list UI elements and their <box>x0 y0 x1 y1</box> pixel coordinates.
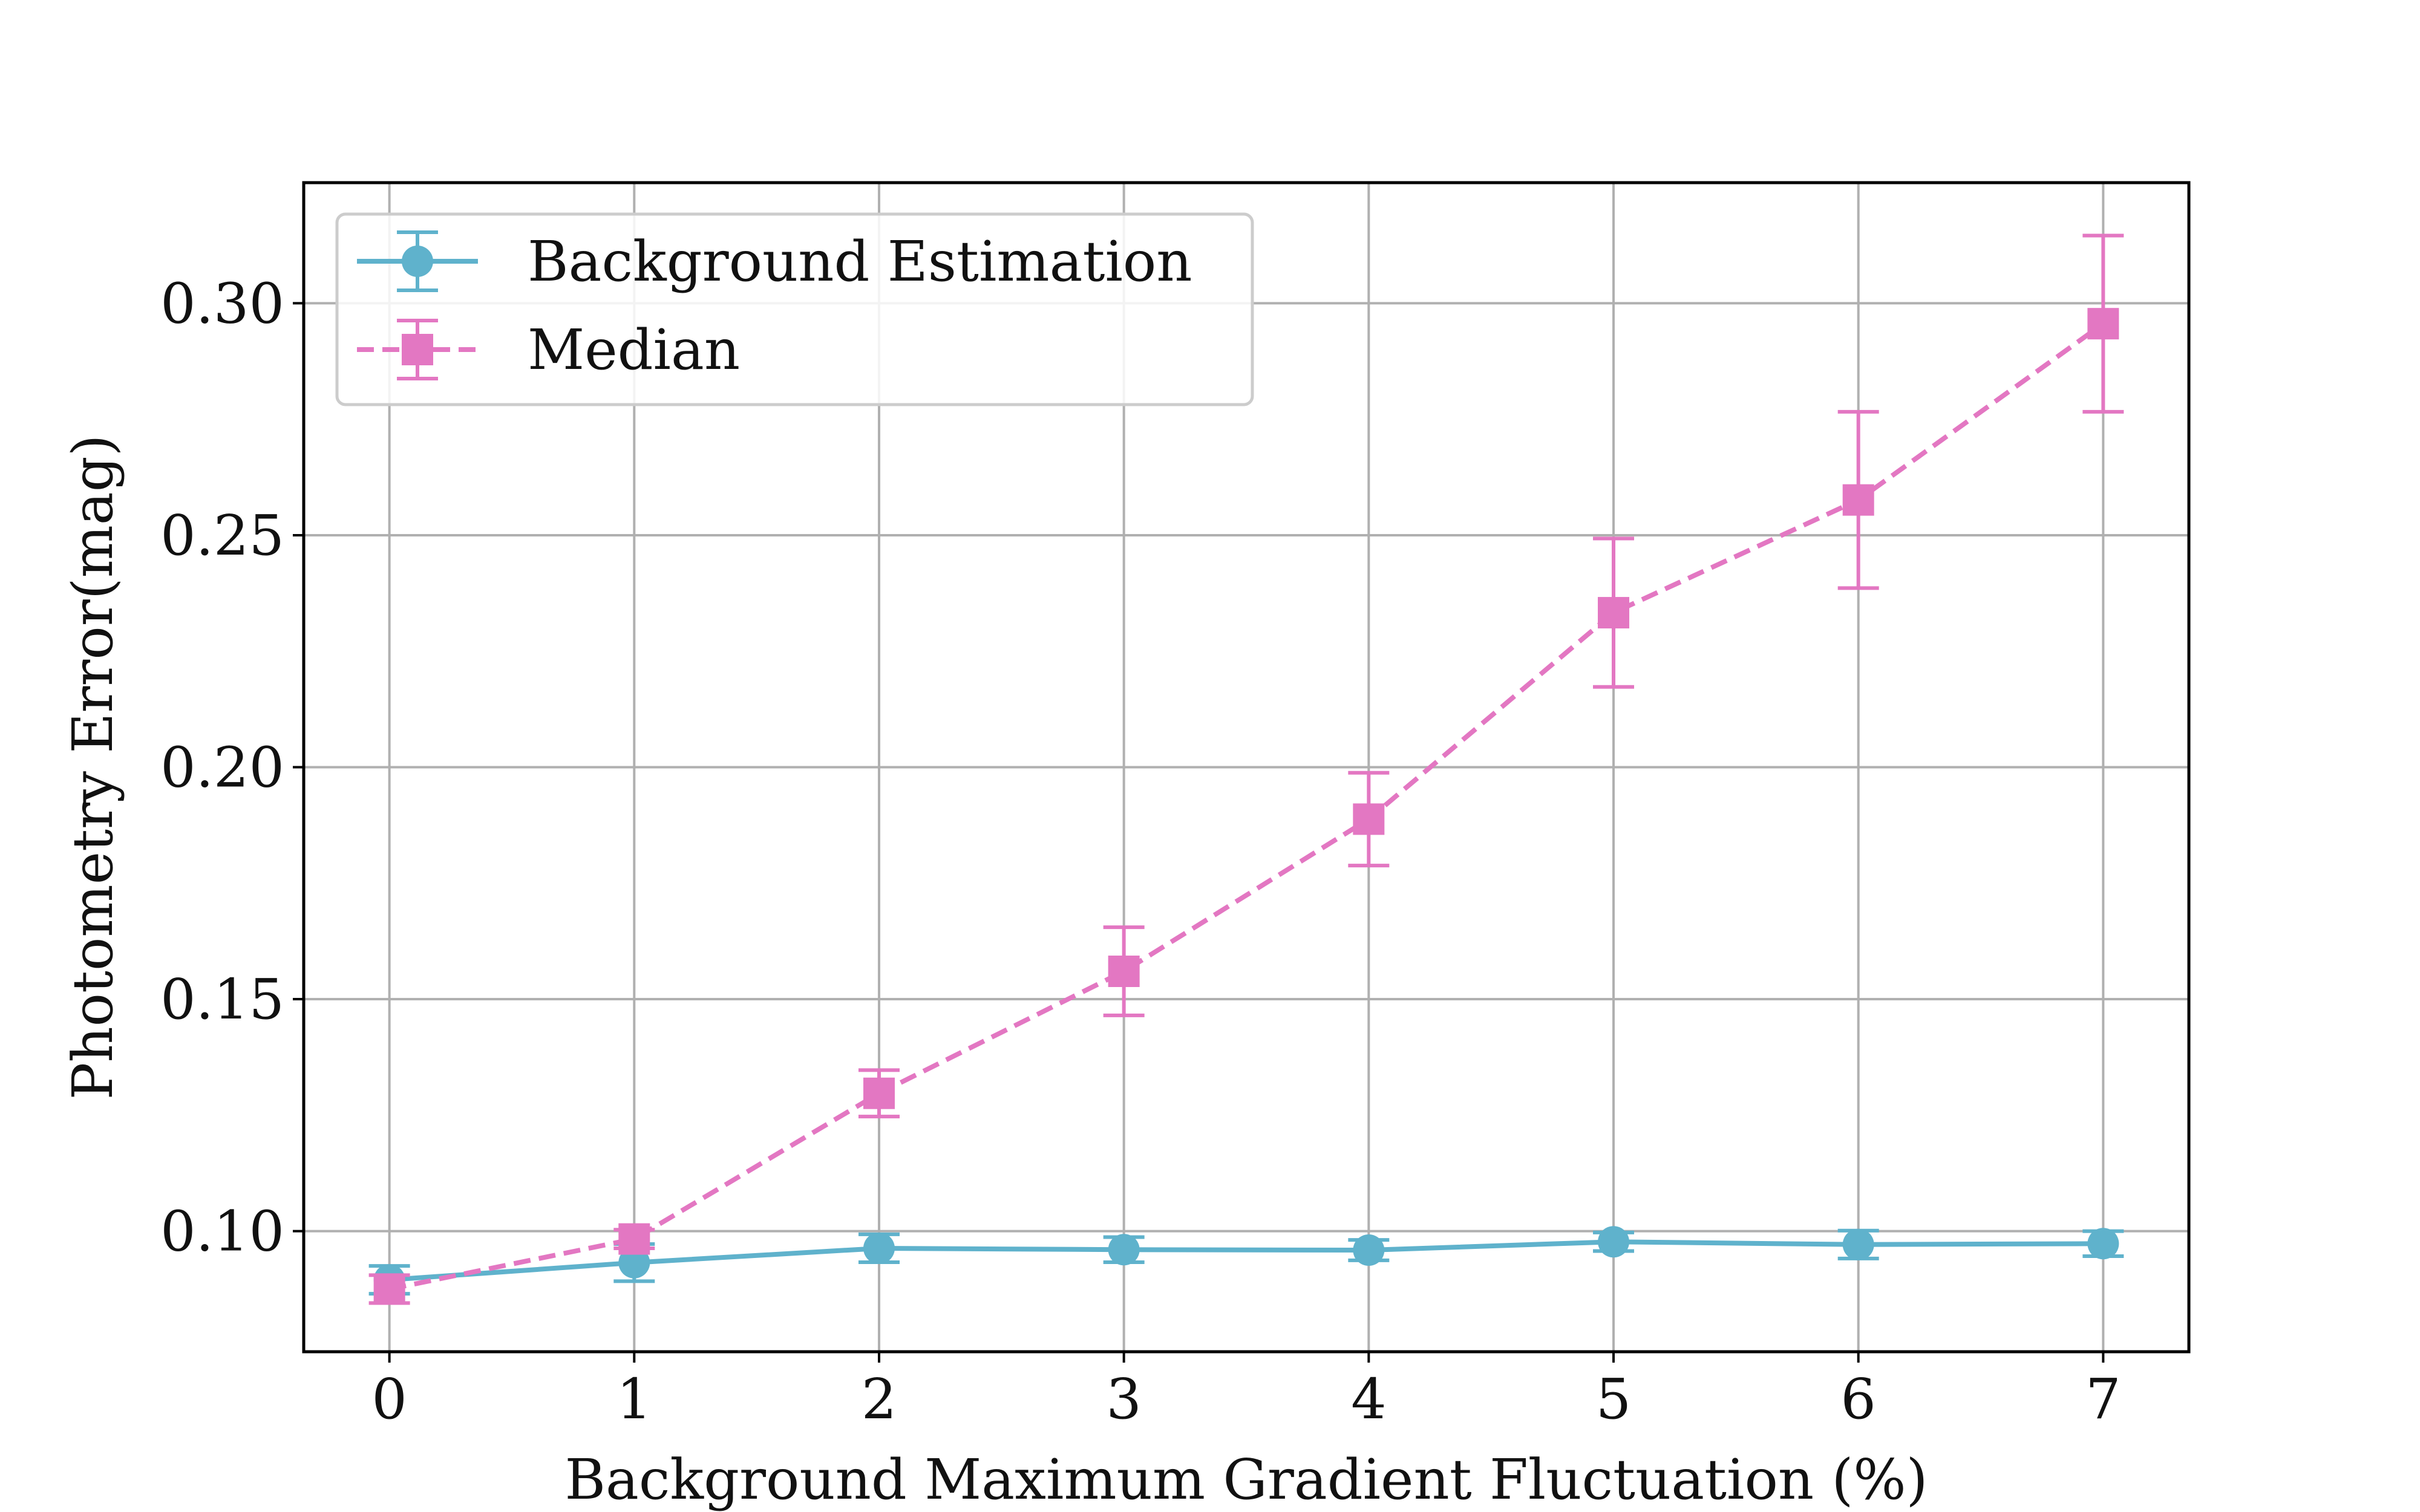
x-tick-label: 7 <box>2085 1367 2121 1432</box>
x-tick-label: 2 <box>862 1367 897 1432</box>
median-line <box>388 321 2105 1292</box>
x-tick-label: 1 <box>616 1367 652 1432</box>
background-estimation-line <box>389 1239 2104 1283</box>
background-estimation-marker <box>618 1246 650 1279</box>
legend-label: Median <box>528 318 740 382</box>
median-marker <box>2087 308 2119 340</box>
median-marker <box>1108 956 1140 988</box>
y-tick-label: 0.15 <box>160 967 284 1032</box>
legend-entry-median: Median <box>357 318 740 382</box>
median-marker <box>1353 803 1385 835</box>
background-estimation-marker <box>1842 1228 1874 1260</box>
legend-entries: Background Estimation Median <box>357 229 1192 382</box>
background-estimation-series <box>368 1226 2124 1296</box>
y-tick-label: 0.20 <box>160 735 284 800</box>
y-axis-label: Photometry Error(mag) <box>60 434 125 1100</box>
x-tick-label: 4 <box>1351 1367 1387 1432</box>
x-axis-label: Background Maximum Gradient Fluctuation … <box>564 1447 1928 1512</box>
median-marker <box>863 1077 895 1109</box>
x-tick-label: 6 <box>1840 1367 1876 1432</box>
background-estimation-marker <box>1598 1226 1630 1258</box>
median-marker <box>1842 484 1874 516</box>
x-tick-label: 3 <box>1106 1367 1142 1432</box>
background-estimation-marker <box>402 246 433 277</box>
ticks: 0 1 2 3 4 5 6 7 0.10 0.15 0.20 0.25 0.30 <box>160 271 2121 1432</box>
x-tick-label: 5 <box>1596 1367 1632 1432</box>
median-series <box>368 233 2124 1305</box>
background-estimation-marker <box>863 1232 895 1264</box>
median-marker <box>402 334 433 365</box>
background-estimation-marker <box>1353 1234 1385 1266</box>
median-marker <box>618 1223 650 1255</box>
x-tick-label: 0 <box>371 1367 407 1432</box>
y-tick-label: 0.10 <box>160 1199 284 1264</box>
legend: Background Estimation Median <box>335 212 1254 406</box>
median-marker <box>1598 597 1630 629</box>
legend-box <box>335 212 1254 406</box>
y-tick-label: 0.30 <box>160 271 284 336</box>
background-estimation-marker <box>2087 1228 2119 1260</box>
series-layer <box>368 233 2124 1305</box>
legend-entry-background-estimation: Background Estimation <box>357 229 1192 294</box>
legend-label: Background Estimation <box>528 229 1192 294</box>
y-tick-label: 0.25 <box>160 503 284 568</box>
background-estimation-marker <box>1108 1234 1140 1266</box>
median-marker <box>373 1273 405 1305</box>
